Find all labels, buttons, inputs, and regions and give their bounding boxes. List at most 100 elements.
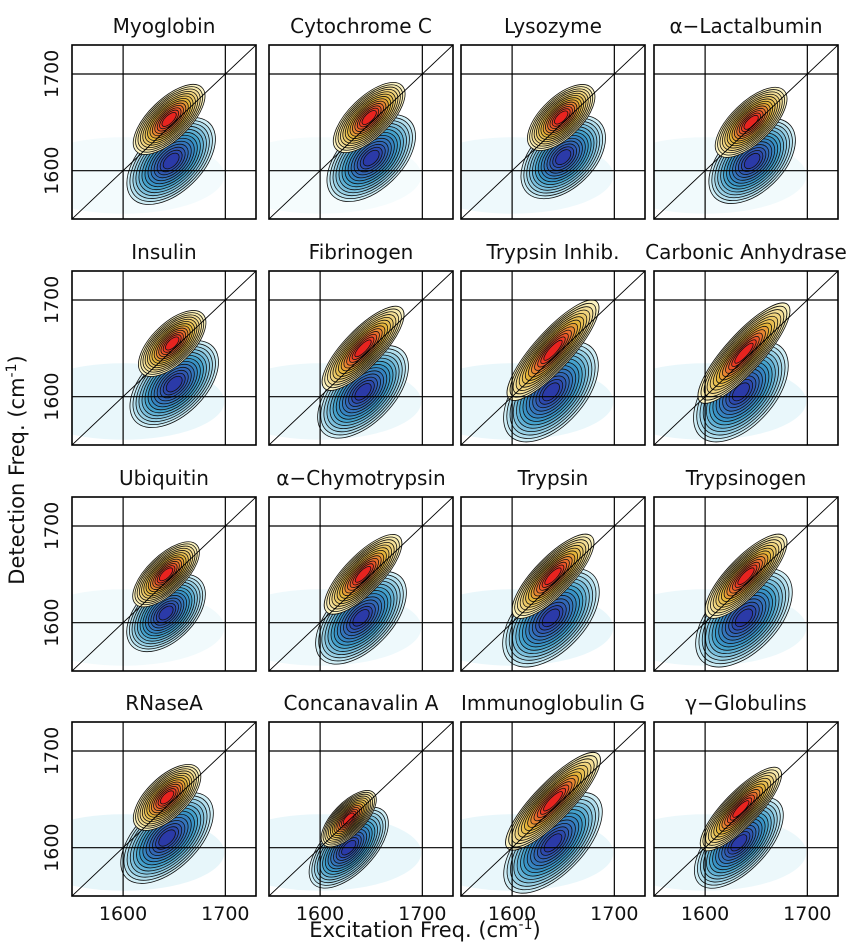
panel-plot-area — [72, 271, 256, 445]
x-tick-label: 1700 — [398, 903, 446, 925]
panel-plot-area — [269, 722, 453, 896]
positive-peak-contour — [543, 339, 563, 361]
panel-frame — [653, 270, 839, 446]
positive-peak-contour — [544, 567, 562, 586]
panel-plot-area — [654, 271, 838, 445]
panel: Trypsin Inhib. — [460, 240, 646, 446]
positive-peak-contour — [158, 567, 174, 582]
positive-peak-contour — [554, 110, 569, 125]
x-tick-label: 1600 — [99, 903, 147, 925]
y-tick-label: 1600 — [41, 372, 63, 420]
positive-peak-contour — [543, 791, 563, 812]
negative-peak-contour — [158, 829, 176, 847]
panel-frame — [71, 721, 257, 897]
panel: Concanavalin A 1600 1700 — [268, 691, 454, 925]
x-tick-label: 1600 — [681, 903, 729, 925]
panel-frame — [460, 496, 646, 672]
panel-frame — [653, 721, 839, 897]
panel-title: Concanavalin A — [284, 691, 439, 715]
y-tick-label: 1700 — [41, 502, 63, 550]
panel: α−Chymotrypsin — [268, 466, 454, 672]
panel-title: Fibrinogen — [309, 240, 414, 264]
panel-frame — [460, 270, 646, 446]
positive-peak-contour — [734, 342, 754, 364]
panel-plot-area — [461, 45, 645, 219]
panel: RNaseA 1600 1700 1600 1700 — [41, 691, 257, 925]
panel: Carbonic Anhydrase — [645, 240, 847, 446]
panel-plot-area — [461, 497, 645, 671]
panel-title: Cytochrome C — [290, 14, 432, 38]
x-tick-label: 1600 — [488, 903, 536, 925]
panel: Cytochrome C — [268, 14, 454, 220]
panel: Lysozyme — [460, 14, 646, 220]
panel-plot-area — [72, 45, 256, 219]
panel: Ubiquitin 1600 1700 — [41, 466, 257, 672]
y-tick-label: 1600 — [41, 146, 63, 194]
panels-group: Myoglobin 1600 1700 Cytochrome C Lysozyme α−L… — [41, 14, 847, 925]
negative-peak-contour — [354, 383, 372, 401]
panel-plot-area — [461, 271, 645, 445]
panel-title: Trypsinogen — [685, 466, 807, 490]
positive-peak-contour — [342, 812, 355, 825]
panel-title: α−Lactalbumin — [669, 14, 822, 38]
panel: Fibrinogen — [268, 240, 454, 446]
x-tick-label: 1600 — [296, 903, 344, 925]
panel-title: Insulin — [131, 240, 196, 264]
panel-frame — [460, 721, 646, 897]
panel-title: Lysozyme — [504, 14, 602, 38]
negative-peak-contour — [165, 375, 183, 393]
positive-peak-contour — [354, 339, 372, 358]
panel-frame — [71, 44, 257, 220]
panel-plot-area — [72, 497, 256, 671]
positive-peak-contour — [159, 790, 175, 805]
panel-plot-area — [269, 45, 453, 219]
panel-frame — [460, 44, 646, 220]
negative-peak-contour — [162, 152, 180, 170]
panel-frame — [653, 496, 839, 672]
negative-peak-contour — [743, 152, 761, 170]
panel-title: Carbonic Anhydrase — [645, 240, 847, 264]
panel-frame — [653, 44, 839, 220]
negative-peak-contour — [730, 834, 748, 852]
y-tick-label: 1600 — [41, 823, 63, 871]
panel-title: Myoglobin — [113, 14, 216, 38]
positive-peak-contour — [361, 110, 377, 125]
y-axis-label: Detection Freq. (cm-1) — [4, 355, 29, 584]
panel: Insulin 1600 1700 — [41, 240, 257, 446]
positive-peak-contour — [161, 112, 177, 127]
panel: Immunoglobulin G 1600 1700 — [460, 691, 646, 925]
negative-peak-contour — [555, 149, 572, 166]
panel-title: Trypsin Inhib. — [486, 240, 620, 264]
panel-plot-area — [654, 497, 838, 671]
panel-frame — [268, 270, 454, 446]
positive-peak-contour — [354, 565, 372, 583]
panel-plot-area — [269, 497, 453, 671]
y-tick-label: 1700 — [41, 276, 63, 324]
panel: Trypsin — [460, 466, 646, 672]
panel-title: γ−Globulins — [685, 691, 806, 715]
panel-plot-area — [461, 722, 645, 896]
positive-peak-contour — [165, 336, 180, 351]
panel: α−Lactalbumin — [653, 14, 839, 220]
positive-peak-contour — [743, 114, 759, 130]
panel-plot-area — [269, 271, 453, 445]
panel-frame — [268, 44, 454, 220]
panel-frame — [268, 721, 454, 897]
panel: γ−Globulins 1600 1700 — [653, 691, 839, 925]
panel: Trypsinogen — [653, 466, 839, 672]
x-tick-label: 1700 — [201, 903, 249, 925]
negative-peak-contour — [352, 609, 370, 627]
panel-title: Trypsin — [517, 466, 589, 490]
panel-frame — [71, 270, 257, 446]
positive-peak-contour — [737, 567, 755, 586]
panel-title: RNaseA — [125, 691, 203, 715]
panel: Myoglobin 1600 1700 — [41, 14, 257, 220]
x-axis-label: Excitation Freq. (cm-1) — [309, 917, 540, 942]
y-tick-label: 1700 — [41, 50, 63, 98]
panel-plot-area — [654, 45, 838, 219]
negative-peak-contour — [362, 149, 380, 167]
panel-plot-area — [72, 722, 256, 896]
panel-title: α−Chymotrypsin — [276, 466, 445, 490]
x-tick-label: 1700 — [590, 903, 638, 925]
y-tick-label: 1600 — [41, 598, 63, 646]
